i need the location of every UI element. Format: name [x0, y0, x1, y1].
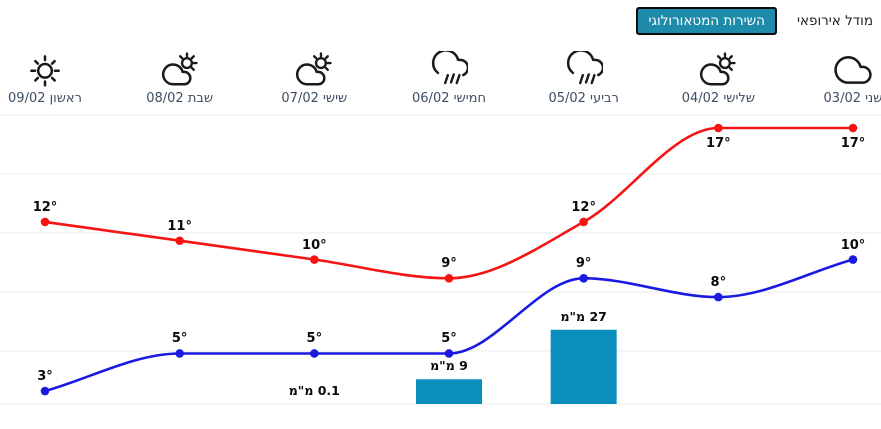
high-temp-point[interactable] [175, 236, 184, 246]
day-column: שלישי 04/02 [653, 51, 783, 106]
high-temp-label: 17° [706, 136, 731, 151]
day-column: חמישי 06/02 [384, 51, 514, 106]
low-temp-label: 5° [441, 331, 457, 347]
low-temp-label: 5° [306, 331, 323, 347]
day-column: שבת 08/02 [115, 51, 245, 106]
high-temp-label: 10° [302, 237, 327, 253]
precip-amount-label: 0.1 מ"מ [288, 382, 340, 398]
low-temp-label: 5° [171, 331, 188, 347]
rain-icon [565, 51, 603, 89]
high-temp-point[interactable] [848, 123, 858, 133]
high-temp-label: 17° [840, 136, 866, 151]
rain-icon [430, 51, 468, 89]
sun-icon [26, 51, 64, 89]
low-temp-point[interactable] [310, 349, 319, 358]
low-temp-point[interactable] [175, 349, 184, 358]
low-temp-point[interactable] [714, 292, 723, 302]
low-temp-label: 3° [37, 369, 53, 385]
precip-bar[interactable] [415, 379, 482, 404]
day-date-label: שבת 08/02 [146, 91, 214, 106]
day-column: ראשון 09/02 [0, 51, 110, 106]
high-temp-point[interactable] [310, 255, 319, 264]
sun-cloud-icon [699, 51, 737, 89]
high-temp-label: 12° [32, 199, 58, 215]
day-date-label: רביעי 05/02 [548, 91, 619, 106]
day-column: שני 03/02 [788, 51, 881, 106]
sun-cloud-icon [161, 51, 199, 89]
low-temp-point[interactable] [848, 255, 858, 264]
low-temp-label: 8° [710, 275, 727, 291]
high-temp-label: 11° [167, 218, 192, 234]
tab-european-model[interactable]: מודל אירופאי [795, 8, 875, 34]
low-temp-point[interactable] [579, 274, 588, 283]
day-date-label: שלישי 04/02 [681, 91, 755, 106]
tab-meteorological-service[interactable]: השירות המטאורולוגי [636, 7, 777, 36]
high-temp-label: 9° [441, 256, 457, 272]
low-temp-point[interactable] [444, 349, 454, 358]
day-date-label: שני 03/02 [823, 91, 881, 106]
high-temp-point[interactable] [579, 217, 588, 227]
sun-cloud-icon [295, 51, 333, 89]
high-temp-point[interactable] [40, 217, 50, 227]
high-temp-label: 12° [571, 199, 596, 215]
low-temp-point[interactable] [40, 386, 50, 396]
precip-amount-label: 27 מ"מ [560, 308, 607, 324]
high-temp-point[interactable] [714, 123, 723, 133]
day-date-label: ראשון 09/02 [8, 91, 82, 106]
high-temp-point[interactable] [444, 274, 454, 283]
low-temp-label: 9° [575, 256, 592, 272]
precip-amount-label: 9 מ"מ [430, 358, 468, 374]
cloud-icon [834, 51, 872, 89]
day-date-label: שישי 07/02 [281, 91, 348, 106]
low-temp-label: 10° [840, 237, 866, 253]
day-date-label: חמישי 06/02 [412, 91, 486, 106]
precip-bar[interactable] [550, 329, 617, 404]
day-column: רביעי 05/02 [519, 51, 649, 106]
model-tabs: מודל אירופאי השירות המטאורולוגי [636, 7, 875, 36]
day-column: שישי 07/02 [249, 51, 379, 106]
